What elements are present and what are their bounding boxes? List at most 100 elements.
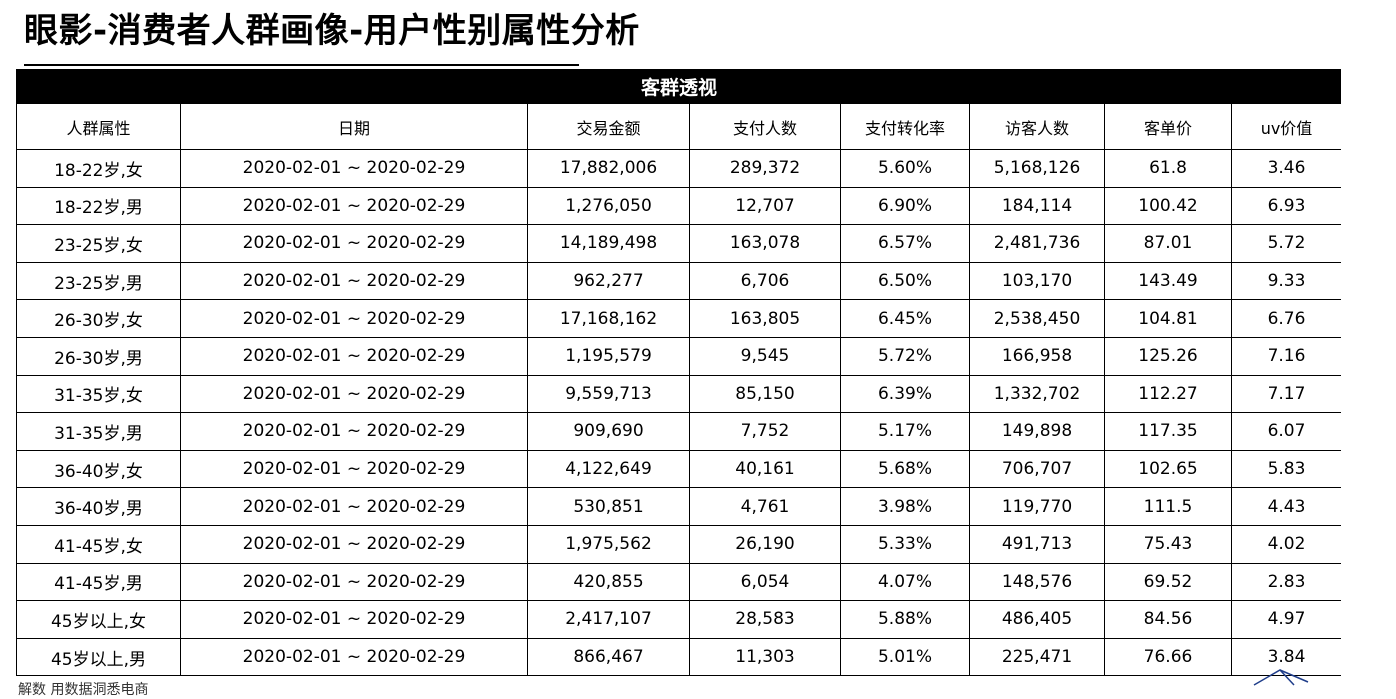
- cell-aov: 76.66: [1104, 637, 1232, 677]
- cell-segment: 31-35岁,女: [16, 374, 181, 414]
- cell-conversion: 4.07%: [840, 562, 970, 602]
- cell-buyers: 163,805: [689, 299, 841, 338]
- cell-date: 2020-02-01 ~ 2020-02-29: [180, 600, 528, 639]
- cell-date: 2020-02-01 ~ 2020-02-29: [180, 412, 528, 451]
- cell-conversion: 5.01%: [840, 637, 970, 677]
- cell-aov: 117.35: [1104, 412, 1232, 451]
- column-header-buyers[interactable]: 支付人数: [689, 103, 841, 150]
- cell-segment: 45岁以上,女: [16, 600, 181, 639]
- cell-aov: 100.42: [1104, 186, 1232, 226]
- cell-visitors: 166,958: [969, 336, 1105, 376]
- column-header-gmv[interactable]: 交易金额: [527, 103, 690, 150]
- cell-gmv: 14,189,498: [527, 224, 690, 263]
- cell-conversion: 5.88%: [840, 600, 970, 639]
- cell-conversion: 5.72%: [840, 336, 970, 376]
- cell-aov: 102.65: [1104, 449, 1232, 489]
- cell-uv-value: 3.84: [1230, 637, 1341, 677]
- cell-visitors: 103,170: [969, 261, 1105, 301]
- cell-visitors: 149,898: [969, 412, 1105, 451]
- table-row: 31-35岁,男 2020-02-01 ~ 2020-02-29 909,690 7,…: [16, 412, 1341, 451]
- cell-aov: 125.26: [1104, 336, 1232, 376]
- table-header-row: 人群属性 日期 交易金额 支付人数 支付转化率 访客人数 客单价 uv价值: [16, 103, 1341, 150]
- cell-conversion: 6.57%: [840, 224, 970, 263]
- column-header-aov[interactable]: 客单价: [1104, 103, 1232, 150]
- corner-graphic-icon: [1253, 669, 1309, 686]
- table-row: 45岁以上,男 2020-02-01 ~ 2020-02-29 866,467 11,…: [16, 637, 1341, 677]
- table-row: 36-40岁,男 2020-02-01 ~ 2020-02-29 530,851 4,…: [16, 487, 1341, 526]
- footnote: 解数 用数据洞悉电商: [18, 682, 149, 698]
- cell-uv-value: 5.83: [1230, 449, 1341, 489]
- cell-buyers: 28,583: [689, 600, 841, 639]
- cell-uv-value: 7.17: [1230, 374, 1341, 414]
- cell-buyers: 26,190: [689, 524, 841, 564]
- cell-gmv: 866,467: [527, 637, 690, 677]
- cell-aov: 104.81: [1104, 299, 1232, 338]
- cell-date: 2020-02-01 ~ 2020-02-29: [180, 336, 528, 376]
- cell-uv-value: 6.76: [1230, 299, 1341, 338]
- table-row: 41-45岁,女 2020-02-01 ~ 2020-02-29 1,975,562…: [16, 524, 1341, 564]
- table-row: 23-25岁,女 2020-02-01 ~ 2020-02-29 14,189,49…: [16, 224, 1341, 263]
- cell-date: 2020-02-01 ~ 2020-02-29: [180, 449, 528, 489]
- cell-segment: 41-45岁,男: [16, 562, 181, 602]
- cell-buyers: 11,303: [689, 637, 841, 677]
- cell-buyers: 163,078: [689, 224, 841, 263]
- cell-visitors: 148,576: [969, 562, 1105, 602]
- cell-gmv: 9,559,713: [527, 374, 690, 414]
- cell-buyers: 85,150: [689, 374, 841, 414]
- cell-uv-value: 9.33: [1230, 261, 1341, 301]
- cell-gmv: 1,276,050: [527, 186, 690, 226]
- cell-gmv: 420,855: [527, 562, 690, 602]
- cell-aov: 111.5: [1104, 487, 1232, 526]
- cell-visitors: 5,168,126: [969, 149, 1105, 188]
- cell-visitors: 225,471: [969, 637, 1105, 677]
- cell-visitors: 486,405: [969, 600, 1105, 639]
- cell-conversion: 3.98%: [840, 487, 970, 526]
- cell-uv-value: 5.72: [1230, 224, 1341, 263]
- column-header-date[interactable]: 日期: [180, 103, 528, 150]
- cell-buyers: 40,161: [689, 449, 841, 489]
- cell-uv-value: 2.83: [1230, 562, 1341, 602]
- cell-aov: 69.52: [1104, 562, 1232, 602]
- cell-date: 2020-02-01 ~ 2020-02-29: [180, 299, 528, 338]
- table-row: 18-22岁,女 2020-02-01 ~ 2020-02-29 17,882,00…: [16, 149, 1341, 188]
- cell-conversion: 6.90%: [840, 186, 970, 226]
- table-row: 23-25岁,男 2020-02-01 ~ 2020-02-29 962,277 6,…: [16, 261, 1341, 301]
- cell-conversion: 5.60%: [840, 149, 970, 188]
- cell-gmv: 1,195,579: [527, 336, 690, 376]
- cell-buyers: 7,752: [689, 412, 841, 451]
- cell-aov: 75.43: [1104, 524, 1232, 564]
- cell-uv-value: 7.16: [1230, 336, 1341, 376]
- cell-gmv: 530,851: [527, 487, 690, 526]
- cell-gmv: 17,882,006: [527, 149, 690, 188]
- cell-aov: 143.49: [1104, 261, 1232, 301]
- table-row: 26-30岁,男 2020-02-01 ~ 2020-02-29 1,195,579…: [16, 336, 1341, 376]
- title-underline: [24, 64, 579, 66]
- table-body: 18-22岁,女 2020-02-01 ~ 2020-02-29 17,882,00…: [16, 149, 1341, 677]
- cell-visitors: 491,713: [969, 524, 1105, 564]
- cell-segment: 41-45岁,女: [16, 524, 181, 564]
- cell-conversion: 6.50%: [840, 261, 970, 301]
- cell-segment: 26-30岁,男: [16, 336, 181, 376]
- cell-date: 2020-02-01 ~ 2020-02-29: [180, 524, 528, 564]
- cell-segment: 36-40岁,男: [16, 487, 181, 526]
- cell-aov: 61.8: [1104, 149, 1232, 188]
- column-header-conversion[interactable]: 支付转化率: [840, 103, 970, 150]
- column-header-visitors[interactable]: 访客人数: [969, 103, 1105, 150]
- cell-aov: 87.01: [1104, 224, 1232, 263]
- table-banner-row: 客群透视: [16, 69, 1341, 104]
- cell-segment: 18-22岁,男: [16, 186, 181, 226]
- cell-segment: 45岁以上,男: [16, 637, 181, 677]
- cell-segment: 26-30岁,女: [16, 299, 181, 338]
- cell-buyers: 6,706: [689, 261, 841, 301]
- cell-segment: 23-25岁,女: [16, 224, 181, 263]
- cell-segment: 18-22岁,女: [16, 149, 181, 188]
- column-header-uv-value[interactable]: uv价值: [1230, 103, 1341, 150]
- cell-gmv: 4,122,649: [527, 449, 690, 489]
- table-row: 31-35岁,女 2020-02-01 ~ 2020-02-29 9,559,713…: [16, 374, 1341, 414]
- cell-date: 2020-02-01 ~ 2020-02-29: [180, 186, 528, 226]
- cell-gmv: 17,168,162: [527, 299, 690, 338]
- cell-date: 2020-02-01 ~ 2020-02-29: [180, 562, 528, 602]
- cell-conversion: 6.39%: [840, 374, 970, 414]
- pivot-table: 客群透视 人群属性 日期 交易金额 支付人数 支付转化率 访客人数 客单价 uv…: [16, 69, 1341, 677]
- column-header-segment[interactable]: 人群属性: [16, 103, 181, 150]
